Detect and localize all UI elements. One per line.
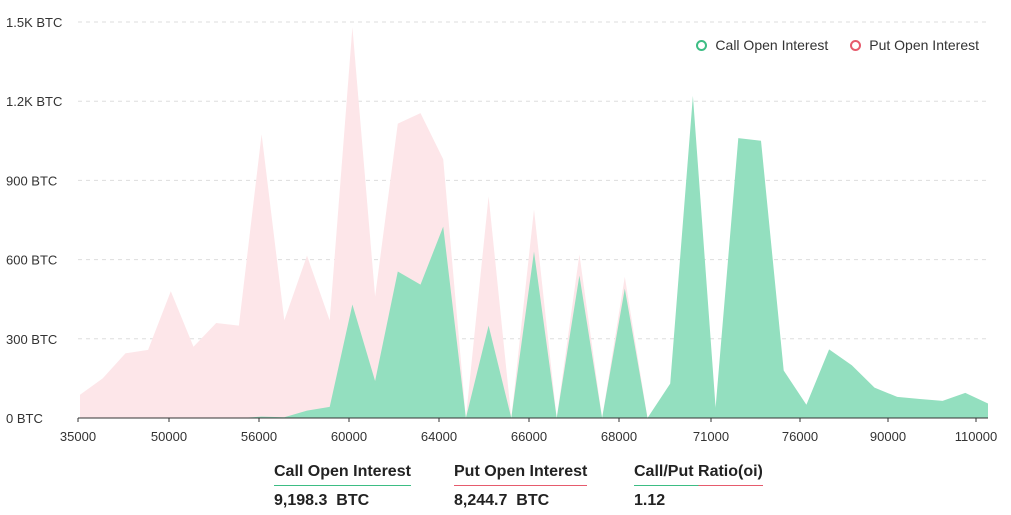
x-tick-label: 76000 bbox=[782, 429, 818, 444]
x-tick-label: 90000 bbox=[870, 429, 906, 444]
put-oi-area bbox=[80, 27, 988, 419]
put-oi-label: Put Open Interest bbox=[454, 463, 588, 486]
x-tick-label: 35000 bbox=[60, 429, 96, 444]
x-tick-label: 71000 bbox=[693, 429, 729, 444]
summary-stats: Call Open Interest 9,198.3 BTC Put Open … bbox=[274, 463, 782, 510]
y-tick-label: 1.5K BTC bbox=[6, 15, 62, 30]
legend-call[interactable]: Call Open Interest bbox=[696, 37, 828, 53]
x-tick-label: 60000 bbox=[331, 429, 367, 444]
y-tick-label: 1.2K BTC bbox=[6, 94, 62, 109]
call-oi-value: 9,198.3 BTC bbox=[274, 492, 370, 509]
call-oi-stat: Call Open Interest 9,198.3 BTC bbox=[274, 463, 422, 510]
call-legend-dot-icon bbox=[696, 39, 708, 51]
y-tick-label: 300 BTC bbox=[6, 332, 57, 347]
y-tick-label: 900 BTC bbox=[6, 173, 57, 188]
y-tick-label: 600 BTC bbox=[6, 253, 57, 268]
chart-svg: 0 BTC 300 BTC 600 BTC 900 BTC 1.2K BTC 1.5K B… bbox=[6, 15, 997, 444]
put-oi-stat: Put Open Interest 8,244.7 BTC bbox=[454, 463, 602, 510]
x-tick-label: 110000 bbox=[955, 429, 997, 444]
x-tick-label: 50000 bbox=[151, 429, 187, 444]
y-tick-label: 0 BTC bbox=[6, 411, 43, 426]
put-legend-dot-icon bbox=[850, 39, 862, 51]
ratio-stat: Call/Put Ratio(oi) 1.12 bbox=[634, 463, 782, 510]
ratio-value: 1.12 bbox=[634, 492, 666, 509]
x-tick-label: 68000 bbox=[601, 429, 637, 444]
x-tick-label: 66000 bbox=[511, 429, 547, 444]
x-tick-label: 64000 bbox=[421, 429, 457, 444]
chart-legend: Call Open Interest Put Open Interest bbox=[696, 37, 979, 53]
x-tick-label: 56000 bbox=[241, 429, 277, 444]
call-oi-label: Call Open Interest bbox=[274, 463, 411, 486]
open-interest-chart: 0 BTC 300 BTC 600 BTC 900 BTC 1.2K BTC 1.5K B… bbox=[6, 15, 997, 444]
put-oi-value: 8,244.7 BTC bbox=[454, 492, 550, 509]
legend-put-label: Put Open Interest bbox=[869, 37, 979, 53]
legend-call-label: Call Open Interest bbox=[715, 37, 829, 53]
ratio-label: Call/Put Ratio(oi) bbox=[634, 463, 763, 486]
legend-put[interactable]: Put Open Interest bbox=[850, 37, 979, 53]
call-oi-area bbox=[80, 95, 988, 419]
